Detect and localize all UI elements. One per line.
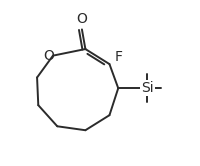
- Text: O: O: [43, 49, 54, 63]
- Text: Si: Si: [141, 81, 154, 95]
- Text: O: O: [76, 12, 87, 26]
- Text: F: F: [115, 50, 123, 64]
